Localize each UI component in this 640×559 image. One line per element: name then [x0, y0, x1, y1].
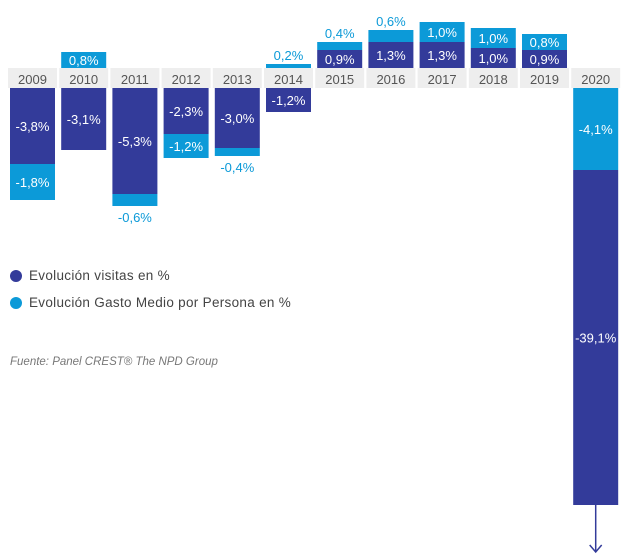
year-label-2019: 2019 [530, 72, 559, 87]
bar-gasto-2020 [573, 88, 619, 170]
year-label-2011: 2011 [121, 72, 149, 87]
year-label-bg [468, 68, 518, 88]
year-label-bg [110, 68, 160, 88]
bar-visitas-2012 [163, 88, 209, 134]
label-visitas-2011: -5,3% [118, 134, 152, 149]
label-visitas-2019: 0,9% [530, 52, 560, 67]
year-label-bg [366, 68, 416, 88]
bar-gasto-2016 [368, 30, 414, 42]
label-visitas-2018: 1,0% [478, 51, 508, 66]
year-label-2013: 2013 [223, 72, 252, 87]
label-visitas-2010: -3,1% [67, 112, 101, 127]
year-label-bg [161, 68, 211, 88]
label-visitas-2017: 1,3% [427, 48, 457, 63]
bar-gasto-2018 [470, 28, 516, 48]
year-label-2016: 2016 [376, 72, 405, 87]
label-gasto-2020: -4,1% [579, 122, 613, 137]
bar-visitas-2019 [522, 50, 567, 68]
source-note: Fuente: Panel CREST® The NPD Group [10, 356, 218, 368]
legend-dot-gasto [10, 296, 22, 309]
bar-visitas-2014 [266, 88, 311, 112]
legend-label-visitas: Evolución visitas en % [29, 268, 170, 283]
bar-gasto-2009 [10, 164, 55, 200]
label-gasto-2014: 0,2% [274, 48, 304, 63]
bar-visitas-2011 [112, 88, 158, 194]
year-label-2018: 2018 [479, 72, 508, 87]
label-gasto-2009: -1,8% [16, 175, 50, 190]
bar-gasto-2017 [419, 22, 465, 42]
year-label-bg [520, 68, 569, 88]
legend-dot-visitas [10, 269, 22, 282]
label-gasto-2018: 1,0% [478, 31, 508, 46]
label-gasto-2016: 0,6% [376, 14, 406, 29]
legend-item-visitas: Evolución visitas en % [10, 268, 170, 283]
bar-visitas-2018 [470, 48, 516, 68]
bar-visitas-2009 [10, 88, 55, 164]
bar-gasto-2012 [163, 134, 209, 158]
year-label-bg [315, 68, 365, 88]
year-label-2014: 2014 [274, 72, 303, 87]
legend-label-gasto: Evolución Gasto Medio por Persona en % [29, 295, 292, 310]
bar-gasto-2010 [61, 52, 107, 68]
label-visitas-2020: -39,1% [575, 331, 617, 346]
label-gasto-2013: -0,4% [220, 160, 254, 175]
label-visitas-2014: -1,2% [272, 93, 306, 108]
year-label-2010: 2010 [69, 72, 98, 87]
label-visitas-2016: 1,3% [376, 48, 406, 63]
label-gasto-2015: 0,4% [325, 26, 355, 41]
bar-gasto-2014 [266, 64, 311, 68]
bar-visitas-2017 [419, 42, 465, 68]
year-label-2015: 2015 [325, 72, 354, 87]
label-visitas-2009: -3,8% [16, 119, 50, 134]
year-label-bg [264, 68, 313, 88]
bar-gasto-2019 [522, 34, 567, 50]
year-label-bg [571, 68, 621, 88]
year-label-2009: 2009 [18, 72, 47, 87]
label-gasto-2010: 0,8% [69, 53, 99, 68]
year-label-bg [417, 68, 467, 88]
arrow-down-icon [589, 544, 603, 554]
bar-visitas-2013 [214, 88, 260, 148]
legend-item-gasto: Evolución Gasto Medio por Persona en % [10, 295, 291, 310]
year-label-2017: 2017 [428, 72, 457, 87]
label-visitas-2015: 0,9% [325, 52, 355, 67]
bar-gasto-2015 [317, 42, 363, 50]
year-label-2020: 2020 [581, 72, 610, 87]
bar-visitas-2015 [317, 50, 363, 68]
year-label-2012: 2012 [172, 72, 201, 87]
bar-visitas-2016 [368, 42, 414, 68]
year-label-bg [8, 68, 57, 88]
year-label-bg [59, 68, 109, 88]
bar-visitas-2020 [573, 170, 619, 505]
label-visitas-2013: -3,0% [220, 111, 254, 126]
bar-visitas-2010 [61, 88, 107, 150]
label-gasto-2012: -1,2% [169, 139, 203, 154]
label-gasto-2017: 1,0% [427, 25, 457, 40]
bar-gasto-2013 [214, 148, 260, 156]
label-visitas-2012: -2,3% [169, 104, 203, 119]
bar-gasto-2011 [112, 194, 158, 206]
label-gasto-2019: 0,8% [530, 35, 560, 50]
label-gasto-2011: -0,6% [118, 210, 152, 225]
year-label-bg [212, 68, 262, 88]
